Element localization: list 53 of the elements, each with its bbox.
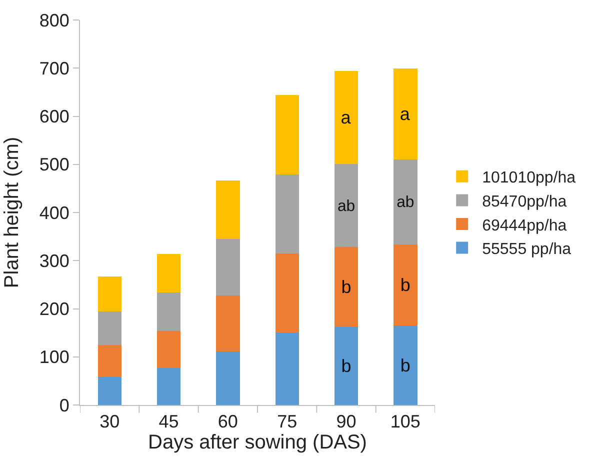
data-label: a: [400, 104, 411, 124]
legend-label: 55555 pp/ha: [482, 241, 572, 258]
bar: [334, 71, 358, 164]
y-tick-label: 0: [59, 395, 70, 416]
bar: [394, 244, 418, 326]
bar: [156, 368, 181, 405]
bar: [98, 312, 122, 345]
bar: [98, 276, 122, 312]
data-label: a: [340, 107, 352, 128]
legend-label: 85470pp/ha: [482, 193, 567, 210]
bar: [394, 160, 418, 244]
bar: [334, 164, 358, 248]
y-tick-label: 300: [39, 250, 70, 271]
legend-label: 69444pp/ha: [482, 217, 567, 234]
bar: [275, 253, 299, 332]
x-tick-label: 45: [158, 412, 179, 432]
bar: [216, 180, 240, 239]
legend-label: 101010pp/ha: [482, 170, 576, 187]
y-tick-label: 400: [39, 202, 70, 223]
y-tick-label: 700: [39, 58, 70, 78]
x-tick-label: 90: [336, 412, 356, 432]
data-label: b: [400, 355, 410, 376]
data-label: ab: [337, 198, 356, 215]
data-label: ab: [396, 194, 414, 212]
bar: [275, 95, 299, 174]
bar: [156, 292, 181, 331]
bar: [156, 254, 181, 292]
x-tick-label: 30: [100, 412, 120, 432]
y-tick-label: 100: [39, 347, 70, 368]
data-label: b: [341, 356, 352, 376]
data-label: b: [400, 274, 410, 295]
bar: [216, 238, 240, 296]
bar: [275, 174, 299, 254]
y-tick-label: 500: [39, 154, 70, 175]
x-tick-label: 75: [277, 412, 298, 432]
x-axis-title: Days after sowing (DAS): [148, 432, 367, 454]
bar: [334, 247, 358, 328]
y-tick-label: 600: [39, 106, 70, 127]
bar: [394, 326, 418, 405]
data-label: b: [341, 277, 352, 298]
bar: [334, 327, 358, 405]
y-axis-title: Plant height (cm): [0, 136, 23, 288]
bar: [394, 68, 418, 160]
y-tick-label: 200: [39, 299, 70, 320]
y-tick-label: 800: [39, 10, 70, 30]
bar: [98, 344, 122, 378]
bar: [156, 330, 181, 368]
bar: [216, 295, 240, 352]
bar: [98, 377, 122, 405]
x-tick-label: 60: [218, 412, 238, 432]
bar: [275, 332, 299, 405]
x-tick-label: 105: [390, 412, 420, 432]
bar: [216, 352, 240, 405]
